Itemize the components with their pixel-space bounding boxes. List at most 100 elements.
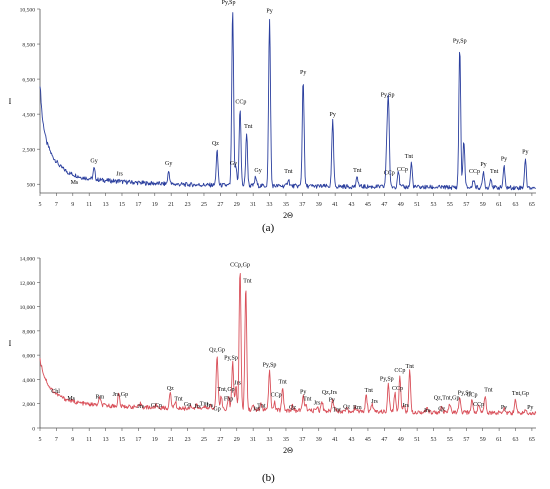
x-tick-label: 27	[217, 437, 223, 443]
x-tick-label: 17	[135, 202, 141, 208]
peak-label: Tnt	[174, 397, 183, 403]
x-tick-label: 65	[529, 202, 535, 208]
x-tick-label: 35	[283, 202, 289, 208]
x-tick-label: 61	[496, 202, 502, 208]
peak-label: CCp	[473, 402, 484, 408]
x-axis-label: 2Θ	[283, 446, 293, 455]
peak-label: Tnt	[484, 388, 493, 394]
y-tick-label: 2,500	[22, 148, 35, 154]
x-tick-label: 55	[447, 437, 453, 443]
x-tick-label: 49	[398, 202, 404, 208]
x-tick-label: 7	[55, 437, 58, 443]
peak-label: Jrs	[234, 380, 241, 386]
peak-label: Qz	[167, 386, 174, 392]
peak-label: Py	[329, 397, 335, 403]
peak-label: Py	[501, 157, 507, 163]
peak-label: Jrs	[314, 400, 321, 406]
peak-label: Gy	[254, 168, 261, 174]
peak-label: CCp	[392, 386, 403, 392]
peak-label: Py	[501, 405, 507, 411]
y-tick-label: 4,500	[22, 113, 35, 119]
panel-label-a: (a)	[262, 222, 275, 234]
peak-label: Tnt	[353, 168, 362, 174]
peak-label: CCp	[235, 100, 246, 106]
y-tick-label: 12,000	[20, 281, 36, 287]
x-tick-label: 5	[39, 202, 42, 208]
peak-label: Py	[266, 9, 272, 15]
peak-label: Jrs	[424, 408, 431, 414]
peak-label: CCp	[151, 403, 162, 409]
peak-label: Chl	[51, 389, 60, 395]
peak-label: Qz,Jrs	[322, 390, 338, 396]
x-tick-label: 61	[496, 437, 502, 443]
x-tick-label: 53	[431, 437, 437, 443]
peak-label: CCp	[467, 392, 478, 398]
peak-label: Tnt	[278, 380, 287, 386]
x-tick-label: 57	[463, 202, 469, 208]
x-tick-label: 33	[267, 202, 273, 208]
y-axis-label: I	[9, 339, 12, 348]
peak-label: Jrs	[116, 171, 123, 177]
x-tick-label: 43	[349, 202, 355, 208]
x-tick-label: 13	[103, 202, 109, 208]
x-tick-label: 47	[381, 437, 387, 443]
y-tick-label: 10,500	[20, 8, 36, 14]
peak-label: CCp	[394, 368, 405, 374]
chart-panel-b: 0 2,000 4,000 6,000 8,000 10,000 12,000 14,000 5…	[9, 257, 537, 455]
peak-label: Jrs	[371, 399, 378, 405]
x-tick-label: 21	[168, 202, 174, 208]
peak-label: Gp	[213, 406, 220, 412]
x-tick-label: 13	[103, 437, 109, 443]
x-tick-label: 51	[414, 437, 420, 443]
x-tick-label: 11	[86, 202, 92, 208]
x-tick-label: 39	[316, 202, 322, 208]
x-tick-label: 63	[513, 202, 519, 208]
peak-label: Py,Sp	[224, 355, 238, 361]
peak-label: Jrs,Gp	[113, 392, 129, 398]
x-tick-label: 17	[135, 437, 141, 443]
x-tick-label: 37	[299, 202, 305, 208]
x-tick-label: 21	[168, 437, 174, 443]
peak-label: Py,Sp	[458, 391, 472, 397]
peak-label: Py,Sp	[263, 363, 277, 369]
peak-label: Py	[300, 70, 306, 76]
peak-label: Jrs	[138, 404, 145, 410]
peak-label: Py,Sp	[222, 0, 236, 6]
peak-label: Tnt,Gp	[218, 387, 235, 393]
peak-label: Tnt	[406, 364, 415, 370]
x-tick-label: 11	[86, 437, 92, 443]
peak-label: Py,Sp	[380, 377, 394, 383]
x-tick-label: 15	[119, 437, 125, 443]
x-tick-label: 19	[152, 437, 158, 443]
y-tick-label: 2,000	[22, 402, 35, 408]
x-tick-label: 53	[431, 202, 437, 208]
x-tick-label: 65	[529, 437, 535, 443]
x-tick-label: 31	[250, 202, 256, 208]
x-tick-label: 63	[513, 437, 519, 443]
y-tick-label: 8,000	[22, 329, 35, 335]
x-tick-label: 59	[480, 437, 486, 443]
x-tick-label: 35	[283, 437, 289, 443]
peak-label: CCp	[384, 171, 395, 177]
x-tick-label: 29	[234, 437, 240, 443]
peak-label: Qz	[343, 405, 350, 411]
peak-label: Tnt	[365, 388, 374, 394]
peak-label: Tnt	[405, 154, 414, 160]
peak-label: Gp	[184, 402, 191, 408]
peak-label: Tnt	[244, 124, 253, 130]
x-axis-label: 2Θ	[283, 211, 293, 220]
x-tick-label: 59	[480, 202, 486, 208]
x-tick-label: 47	[381, 202, 387, 208]
peak-label: Py	[480, 162, 486, 168]
peak-label: Gy	[90, 158, 97, 164]
x-tick-label: 51	[414, 202, 420, 208]
peak-label: Tnt	[333, 408, 342, 414]
x-tick-label: 19	[152, 202, 158, 208]
peak-label: Py	[300, 389, 306, 395]
peak-label: Tnt	[257, 403, 266, 409]
peak-label: Py	[522, 150, 528, 156]
peak-label: Tnt	[490, 169, 499, 175]
peak-label: Py,Sp	[453, 38, 467, 44]
x-tick-label: 23	[185, 202, 191, 208]
